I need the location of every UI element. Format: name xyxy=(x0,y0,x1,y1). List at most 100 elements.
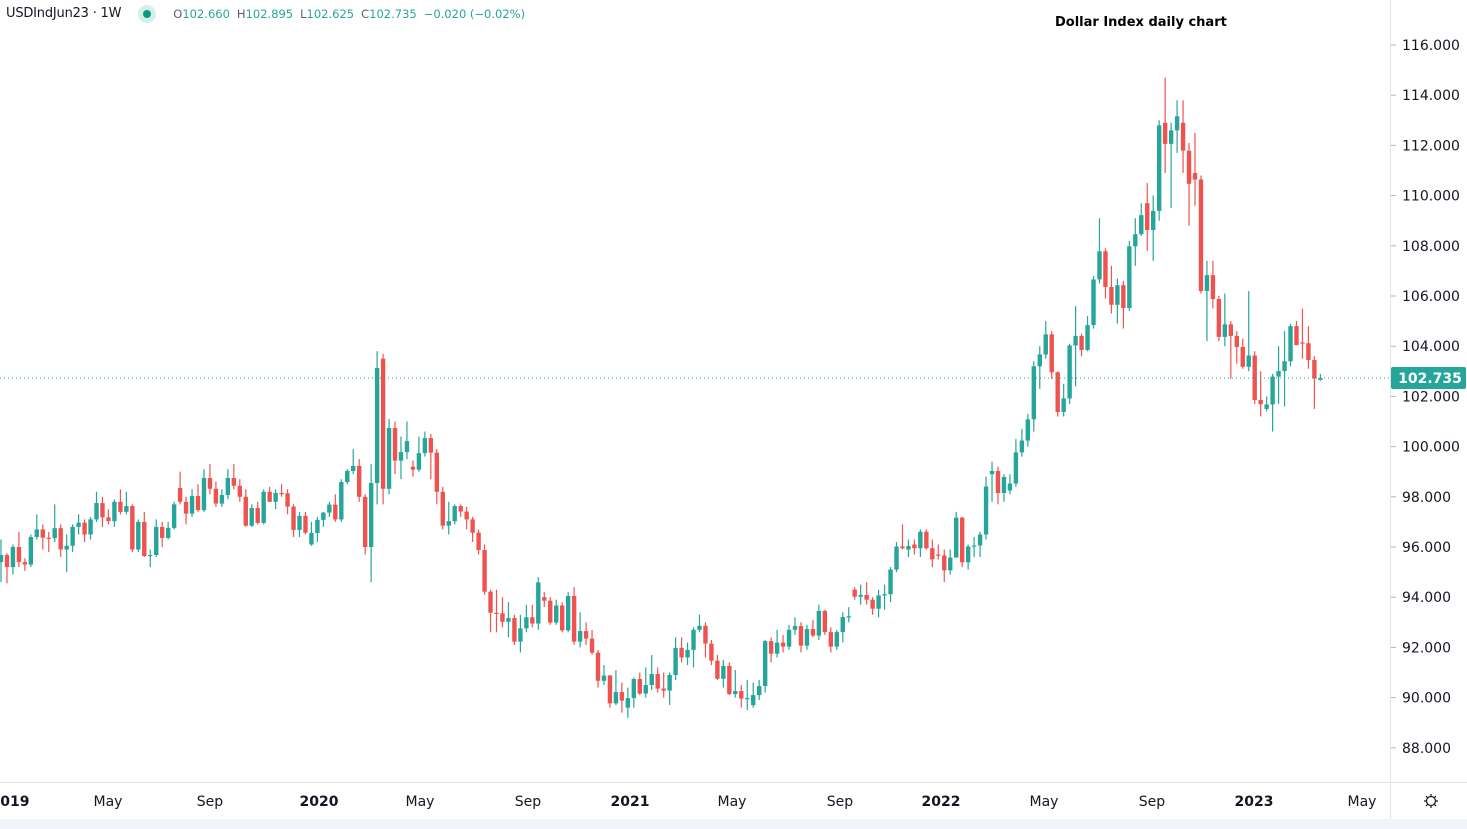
candle xyxy=(1228,321,1234,379)
candle xyxy=(727,662,732,696)
y-ticks: 116.000 114.000 112.000 110.000 108.000 106.0… xyxy=(1391,38,1460,757)
candle xyxy=(1222,293,1228,347)
candle xyxy=(494,589,499,633)
candle-body xyxy=(76,522,81,527)
candle-body xyxy=(1073,335,1078,346)
candle-body xyxy=(46,537,51,539)
candle-body xyxy=(995,470,1001,494)
candle xyxy=(82,519,87,542)
candle-body xyxy=(106,517,111,522)
candle-body xyxy=(309,532,314,545)
candle xyxy=(1031,361,1037,432)
candle-body xyxy=(136,521,141,550)
candle xyxy=(1276,346,1281,404)
gear-icon[interactable] xyxy=(1424,794,1438,808)
symbol-interval[interactable]: USDIndJun23 · 1W xyxy=(6,6,122,21)
x-tick-label: May xyxy=(718,794,747,810)
candle-body xyxy=(506,618,511,622)
candle xyxy=(649,654,654,691)
candle-body xyxy=(739,691,744,699)
candle-body xyxy=(912,544,917,549)
price-axis[interactable]: 116.000 114.000 112.000 110.000 108.000 106.0… xyxy=(1390,0,1467,819)
candle xyxy=(1204,260,1210,342)
candle xyxy=(171,501,177,530)
candle xyxy=(703,622,708,658)
candle-body xyxy=(386,428,392,489)
candle-body xyxy=(315,519,320,533)
time-axis[interactable]: 2019 May Sep 2020 May Sep 2021 May Sep 2022 May Sep… xyxy=(0,782,1467,811)
candle-body xyxy=(924,531,929,549)
candle-body xyxy=(888,569,893,595)
candle-body xyxy=(703,625,708,644)
candle-body xyxy=(1312,360,1317,379)
candle xyxy=(28,534,34,568)
candle-body xyxy=(643,685,648,694)
candle-body xyxy=(100,503,105,518)
candle-body xyxy=(261,491,266,523)
candle xyxy=(243,489,248,527)
candle-body xyxy=(1270,376,1275,405)
candle-body xyxy=(339,481,344,520)
candle-body xyxy=(392,428,398,461)
candle-body xyxy=(798,626,804,646)
candle-body xyxy=(751,695,756,706)
candle xyxy=(452,504,457,525)
candle xyxy=(530,604,535,628)
candle-body xyxy=(810,629,816,636)
candle-body xyxy=(1139,215,1144,235)
candle xyxy=(1139,203,1144,236)
candle-body xyxy=(631,679,637,699)
candle-body xyxy=(34,529,40,537)
candle-body xyxy=(28,536,34,565)
candle-body xyxy=(894,546,899,570)
candle-body xyxy=(554,605,559,623)
ohlc-values: O102.660 H102.895 L102.625 C102.735 −0.0… xyxy=(173,7,525,21)
candle-body xyxy=(548,600,553,623)
candle xyxy=(488,589,493,633)
candle xyxy=(1097,218,1102,284)
low-label: L xyxy=(300,6,307,21)
candle xyxy=(679,637,684,663)
candle xyxy=(1001,474,1007,502)
candle xyxy=(100,496,105,527)
candle-body xyxy=(948,557,953,571)
candle xyxy=(255,501,260,525)
y-tick-label: 106.000 xyxy=(1402,289,1460,305)
candle xyxy=(756,680,762,701)
candle xyxy=(888,567,893,603)
x-ticks: 2019 May Sep 2020 May Sep 2021 May Sep 2022 May Sep… xyxy=(0,794,1376,810)
candle-body xyxy=(583,631,589,639)
candle-body xyxy=(1228,324,1234,336)
candle-body xyxy=(661,688,666,691)
candle xyxy=(739,685,744,708)
candle-body xyxy=(768,641,774,654)
y-tick-label: 92.000 xyxy=(1402,640,1451,656)
candle-body xyxy=(1151,210,1156,230)
candle xyxy=(577,612,583,648)
candle-body xyxy=(255,508,260,523)
candle xyxy=(22,558,28,571)
candle xyxy=(118,489,123,515)
candle-body xyxy=(130,506,135,550)
candle xyxy=(1133,218,1138,266)
close-label: C xyxy=(361,6,370,21)
candle xyxy=(165,521,171,540)
candle-body xyxy=(1133,234,1138,247)
candle-body xyxy=(834,632,839,647)
candle xyxy=(1115,278,1120,324)
candle xyxy=(142,511,147,558)
candle-body xyxy=(1043,334,1048,355)
candle-body xyxy=(715,660,720,679)
candle xyxy=(559,602,565,633)
candle xyxy=(410,460,416,477)
candle-body xyxy=(906,545,911,550)
candle-body xyxy=(1085,325,1090,350)
candle xyxy=(870,597,875,615)
candle xyxy=(195,484,201,512)
candle xyxy=(1258,371,1263,417)
candle xyxy=(1085,316,1090,352)
candle xyxy=(177,471,183,505)
candle xyxy=(1145,183,1150,251)
candle xyxy=(936,544,941,560)
